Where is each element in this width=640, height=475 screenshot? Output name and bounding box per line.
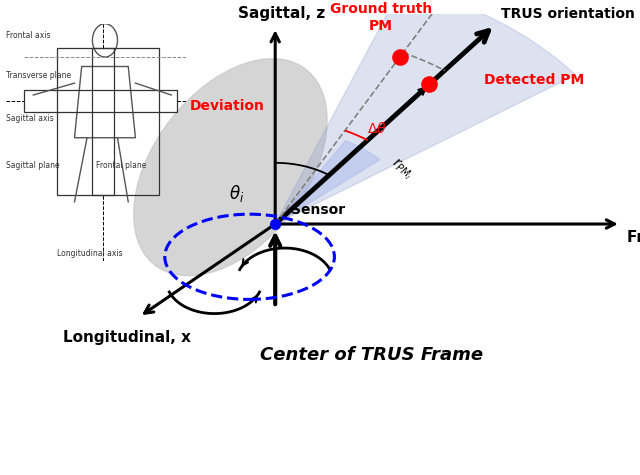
Text: Sagittal, z: Sagittal, z [238, 6, 325, 21]
Polygon shape [275, 0, 575, 224]
Text: Ground truth
PM: Ground truth PM [330, 2, 432, 33]
Text: Frontal plane: Frontal plane [96, 162, 147, 171]
Text: $r_{PM_i}$: $r_{PM_i}$ [387, 155, 417, 183]
Polygon shape [275, 141, 380, 224]
Text: Frontal, y: Frontal, y [627, 229, 640, 245]
Text: Detected PM: Detected PM [484, 73, 584, 87]
Text: Longitudinal, x: Longitudinal, x [63, 330, 191, 345]
Text: Frontal axis: Frontal axis [6, 31, 51, 40]
Point [395, 53, 405, 60]
Text: $\Delta\theta$: $\Delta\theta$ [367, 122, 387, 136]
Text: Longitudinal axis: Longitudinal axis [56, 249, 122, 258]
Text: Deviation: Deviation [190, 99, 264, 113]
Text: Transverse plane: Transverse plane [6, 71, 72, 80]
Text: $\theta_i$: $\theta_i$ [229, 183, 244, 204]
Point [424, 81, 435, 88]
Ellipse shape [134, 59, 327, 276]
Text: Sagittal plane: Sagittal plane [6, 162, 60, 171]
Text: TRUS orientation: TRUS orientation [501, 7, 635, 21]
Text: Center of TRUS Frame: Center of TRUS Frame [260, 346, 483, 364]
Point [270, 220, 280, 228]
Text: Sensor: Sensor [291, 203, 346, 218]
Text: Sagittal axis: Sagittal axis [6, 114, 54, 123]
